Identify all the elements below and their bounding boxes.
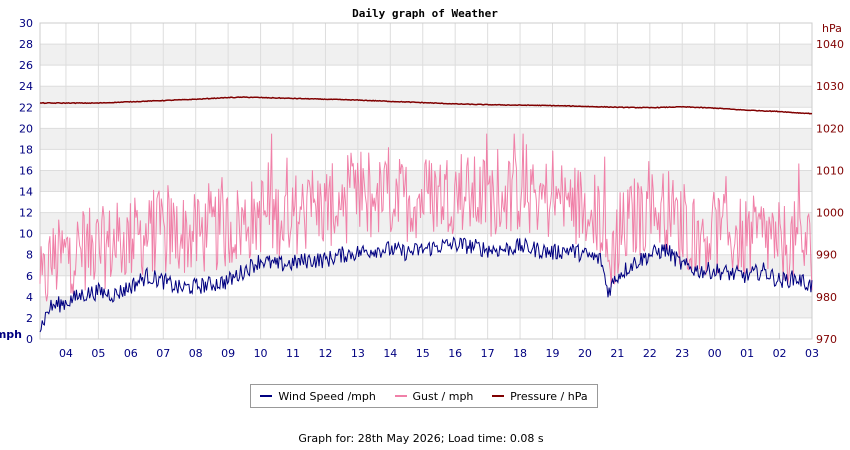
y-left-tick-label: 6	[26, 270, 33, 283]
plot-frame	[39, 22, 813, 340]
y-left-tick-label: 4	[26, 291, 33, 304]
y-right-tick-label: 990	[816, 249, 837, 262]
grid-band	[40, 44, 812, 66]
x-tick-label: 23	[675, 347, 689, 360]
y-left-tick-label: 22	[19, 101, 33, 114]
x-tick-label: 07	[156, 347, 170, 360]
x-tick-label: 02	[773, 347, 787, 360]
legend: Wind Speed /mph Gust / mph Pressure / hP…	[250, 384, 598, 408]
x-tick-label: 19	[546, 347, 560, 360]
y-right-tick-label: 1040	[816, 38, 844, 51]
x-tick-label: 15	[416, 347, 430, 360]
grid-band	[40, 212, 812, 234]
y-left-tick-label: 26	[19, 59, 33, 72]
y-right-unit: hPa	[822, 22, 842, 35]
y-left-unit: mph	[0, 328, 22, 341]
legend-swatch-wind	[260, 395, 273, 397]
legend-label-wind: Wind Speed /mph	[278, 389, 376, 403]
y-right-tick-label: 1020	[816, 122, 844, 135]
x-tick-label: 03	[805, 347, 819, 360]
y-left-tick-label: 24	[19, 80, 33, 93]
series-gust-line	[39, 133, 813, 302]
y-left-tick-label: 14	[19, 186, 33, 199]
legend-label-gust: Gust / mph	[412, 389, 474, 403]
x-tick-label: 06	[124, 347, 138, 360]
y-left-tick-label: 16	[19, 164, 33, 177]
x-tick-label: 16	[448, 347, 462, 360]
grid-band	[40, 65, 812, 87]
x-tick-label: 12	[318, 347, 332, 360]
x-tick-label: 04	[59, 347, 73, 360]
grid-band	[40, 86, 812, 108]
x-tick-label: 01	[740, 347, 754, 360]
x-tick-label: 18	[513, 347, 527, 360]
y-left-tick-label: 0	[26, 333, 33, 346]
x-tick-label: 05	[91, 347, 105, 360]
x-tick-label: 13	[351, 347, 365, 360]
grid-band	[40, 191, 812, 213]
grid-band	[40, 128, 812, 150]
legend-label-pressure: Pressure / hPa	[510, 389, 588, 403]
y-left-tick-label: 10	[19, 228, 33, 241]
x-tick-label: 22	[643, 347, 657, 360]
grid-band	[40, 275, 812, 297]
y-right-tick-label: 970	[816, 333, 837, 346]
x-tick-label: 08	[189, 347, 203, 360]
y-right-tick-label: 1000	[816, 207, 844, 220]
chart-title: Daily graph of Weather	[352, 7, 498, 20]
legend-swatch-pressure	[492, 395, 505, 397]
grid-band	[40, 107, 812, 129]
x-tick-label: 20	[578, 347, 592, 360]
footer-text: Graph for: 28th May 2026; Load time: 0.0…	[298, 432, 544, 445]
y-left-tick-label: 2	[26, 312, 33, 325]
grid-band	[40, 170, 812, 192]
x-tick-label: 10	[254, 347, 268, 360]
y-left-tick-label: 12	[19, 207, 33, 220]
series-wind-line	[39, 236, 813, 333]
x-tick-label: 14	[383, 347, 397, 360]
y-left-tick-label: 8	[26, 249, 33, 262]
y-right-tick-label: 980	[816, 291, 837, 304]
legend-swatch-gust	[394, 395, 407, 397]
x-tick-label: 11	[286, 347, 300, 360]
y-left-tick-label: 30	[19, 17, 33, 30]
grid-band	[40, 317, 812, 339]
x-tick-label: 09	[221, 347, 235, 360]
grid-band	[40, 23, 812, 45]
legend-item-pressure: Pressure / hPa	[492, 390, 588, 403]
legend-item-gust: Gust / mph	[394, 389, 474, 403]
x-tick-label: 21	[610, 347, 624, 360]
y-right-tick-label: 1010	[816, 164, 844, 177]
y-left-tick-label: 28	[19, 38, 33, 51]
y-left-tick-label: 20	[19, 122, 33, 135]
y-right-tick-label: 1030	[816, 80, 844, 93]
series-pressure-line	[39, 96, 813, 115]
x-tick-label: 00	[708, 347, 722, 360]
legend-item-wind: Wind Speed /mph	[260, 390, 376, 403]
y-left-tick-label: 18	[19, 143, 33, 156]
x-tick-label: 17	[481, 347, 495, 360]
grid-band	[40, 296, 812, 318]
